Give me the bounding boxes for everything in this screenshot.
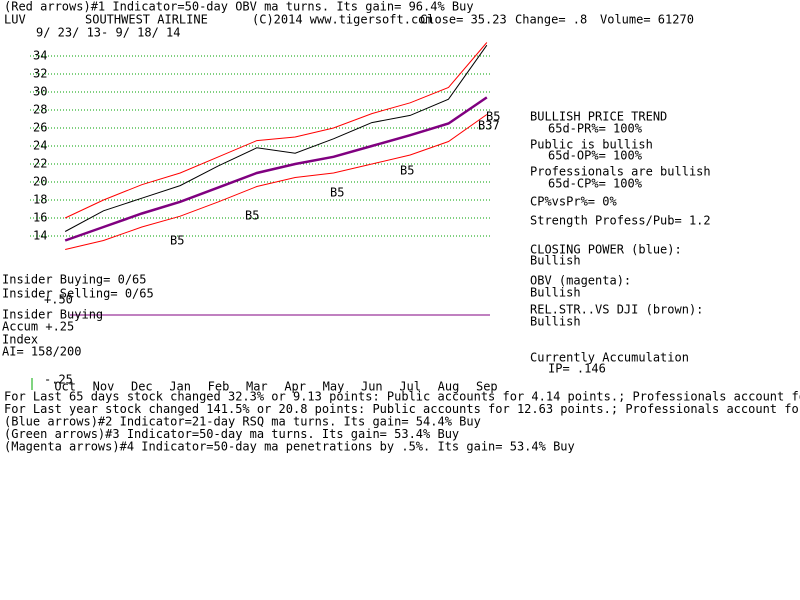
right-label: Bullish [530,286,581,300]
y-tick-label: 26 [33,121,47,135]
y-tick-label: 30 [33,85,47,99]
signal-label: B5 [486,110,500,124]
dates: 9/ 23/ 13- 9/ 18/ 14 [36,26,181,40]
x-tick-label: Dec [131,380,153,394]
right-label: Strength Profess/Pub= 1.2 [530,214,711,228]
x-tick-label: Oct [54,380,76,394]
right-label: 65d-OP%= 100% [548,149,643,163]
x-tick-label: Jun [361,380,383,394]
price-line [64,44,488,232]
signal-label: B5 [245,209,259,223]
footer-line: (Magenta arrows)#4 Indicator=50-day ma p… [4,440,575,454]
x-tick-label: Aug [438,380,460,394]
price-line [65,114,488,250]
y-tick-label: 22 [33,157,47,171]
right-label: Public is bullish [530,138,653,152]
signal-label: B5 [170,234,184,248]
right-label: 65d-PR%= 100% [548,122,643,136]
x-tick-label: Jan [169,380,191,394]
ticker: LUV [4,13,26,27]
left-label: Insider Buying [2,308,103,322]
x-tick-label: Sep [476,380,498,394]
right-label: BULLISH PRICE TREND [530,110,667,124]
left-label: +.50 [44,293,73,307]
right-label: 65d-CP%= 100% [548,177,643,191]
right-label: Professionals are bullish [530,165,711,179]
y-tick-label: 28 [33,103,47,117]
y-tick-label: 34 [33,49,47,63]
x-tick-label: Jul [399,380,421,394]
footer-line: (Blue arrows)#2 Indicator=21-day RSQ ma … [4,415,481,429]
right-label: Bullish [530,315,581,329]
y-tick-label: 14 [33,229,47,243]
left-label: Index [2,333,38,347]
y-tick-label: 20 [33,175,47,189]
company: SOUTHWEST AIRLINE [85,13,208,27]
price-line [64,96,488,242]
right-label: Currently Accumulation [530,351,689,365]
copyright: (C)2014 www.tigersoft.com [252,13,433,27]
left-label: Insider Selling= 0/65 [2,287,154,301]
volume: Volume= 61270 [600,13,694,27]
right-label: Bullish [530,254,581,268]
close: Close= 35.23 [420,13,507,27]
right-label: CP%vsPr%= 0% [530,195,617,209]
right-label: IP= .146 [548,362,606,376]
y-tick-label: 16 [33,211,47,225]
signal-label: B37 [478,119,500,133]
x-tick-label: Apr [284,380,306,394]
right-label: REL.STR..VS DJI (brown): [530,303,703,317]
signal-label: B5 [330,186,344,200]
footer-line: For Last 65 days stock changed 32.3% or … [4,390,800,404]
footer-line: (Green arrows)#3 Indicator=50-day ma tur… [4,427,459,441]
right-label: CLOSING POWER (blue): [530,243,682,257]
x-tick-label: Mar [246,380,268,394]
indicator: (Red arrows)#1 Indicator=50-day OBV ma t… [4,0,474,14]
y-tick-label: 18 [33,193,47,207]
y-tick-label: 24 [33,139,47,153]
x-tick-label: May [323,380,345,394]
signal-label: B5 [400,164,414,178]
left-label: AI= 158/200 [2,345,81,359]
y-tick-label: 32 [33,67,47,81]
left-label: -.25 [44,373,73,387]
right-label: OBV (magenta): [530,274,631,288]
x-tick-label: Feb [208,380,230,394]
x-tick-label: Nov [93,380,115,394]
left-label: Accum +.25 [2,320,74,334]
left-label: Insider Buying= 0/65 [2,273,147,287]
change: Change= .8 [515,13,587,27]
price-line [64,42,488,219]
footer-line: For Last year stock changed 141.5% or 20… [4,402,800,416]
